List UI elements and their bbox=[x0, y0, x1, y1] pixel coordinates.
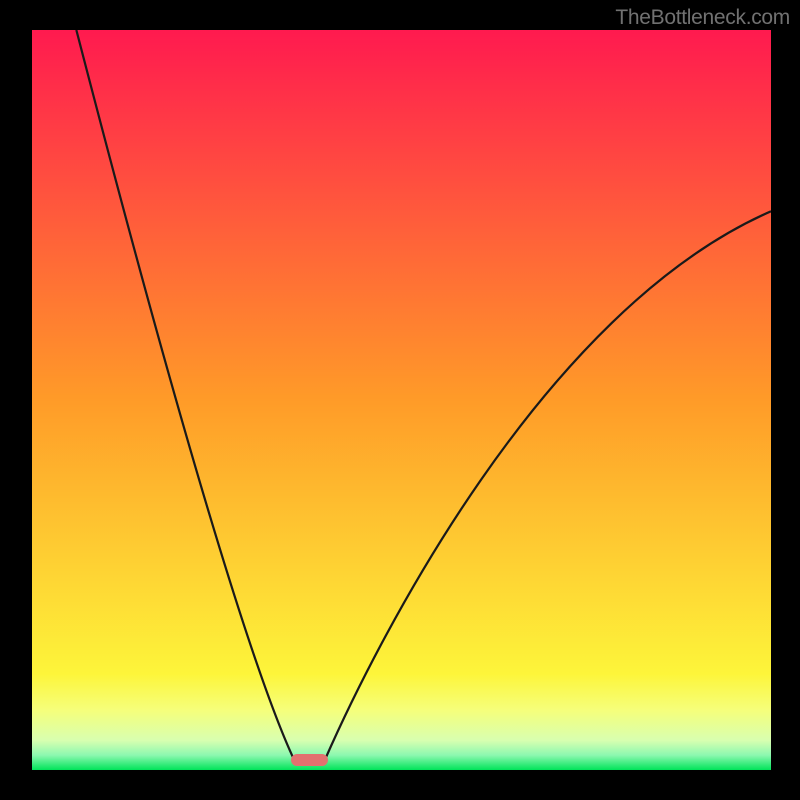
watermark-text: TheBottleneck.com bbox=[615, 6, 790, 30]
plot-area bbox=[32, 30, 771, 770]
optimum-marker bbox=[291, 754, 328, 766]
bottleneck-curve bbox=[32, 30, 771, 770]
